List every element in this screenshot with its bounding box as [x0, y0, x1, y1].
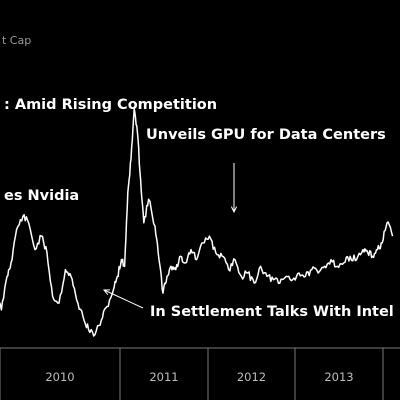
x-tick-label: 2011: [149, 370, 178, 384]
chart-annotations: : Amid Rising Competition Unveils GPU for…: [4, 97, 394, 320]
market-cap-series-line: [0, 108, 394, 337]
chart-subtitle: t Cap: [2, 34, 31, 47]
annotation-arrowhead: [230, 206, 238, 214]
annotation-label: : Amid Rising Competition: [4, 97, 217, 113]
annotation-arrowhead: [102, 289, 111, 295]
annotation-arrow: [103, 289, 144, 309]
annotation-label: In Settlement Talks With Intel: [150, 304, 394, 320]
x-axis-ticks: [0, 348, 384, 400]
x-tick-label: 2010: [45, 370, 74, 384]
x-axis-tick-labels: 2010 2011 2012 2013: [45, 370, 353, 384]
annotation-label: es Nvidia: [4, 188, 79, 204]
annotation-label: Unveils GPU for Data Centers: [146, 127, 386, 143]
x-tick-label: 2013: [324, 370, 353, 384]
annotation-arrows: [102, 163, 238, 309]
x-tick-label: 2012: [237, 370, 266, 384]
